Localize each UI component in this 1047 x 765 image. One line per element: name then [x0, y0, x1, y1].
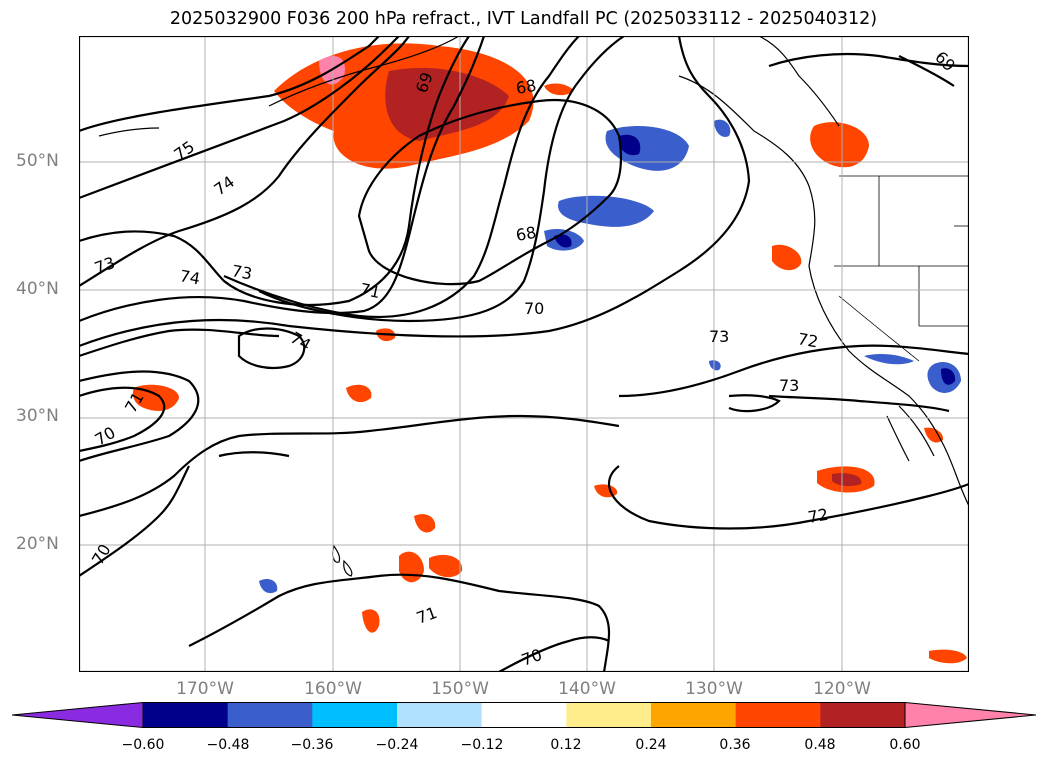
colorbar-tick: −0.60 [121, 737, 165, 753]
colorbar [12, 702, 1036, 728]
lat-label-50n: 50°N [16, 151, 59, 171]
shaded-anomaly-regions [132, 43, 967, 664]
lon-label-140w: 140°W [558, 679, 616, 699]
lon-label-150w: 150°W [431, 679, 489, 699]
colorbar-tick: 0.12 [550, 737, 582, 753]
colorbar-segment [312, 702, 398, 728]
colorbar-segment [481, 702, 567, 728]
colorbar-segment [397, 702, 483, 728]
contour-label: 73 [709, 327, 729, 346]
lon-label-130w: 130°W [685, 679, 743, 699]
lat-label-20n: 20°N [16, 534, 59, 554]
contour-label: 73 [779, 376, 799, 395]
map-title: 2025032900 F036 200 hPa refract., IVT La… [169, 9, 878, 29]
contour-label: 68 [514, 223, 537, 245]
contour-label: 71 [358, 279, 382, 302]
contour-label: 74 [178, 266, 201, 288]
lon-label-160w: 160°W [304, 679, 362, 699]
lat-label-40n: 40°N [16, 279, 59, 299]
colorbar-extend-high [905, 702, 1036, 728]
refractivity-contours [79, 36, 969, 672]
colorbar-tick: −0.48 [206, 737, 250, 753]
lon-label-170w: 170°W [176, 679, 234, 699]
colorbar-tick: −0.12 [460, 737, 504, 753]
lon-label-120w: 120°W [813, 679, 871, 699]
colorbar-extend-low [12, 702, 143, 728]
colorbar-tick: 0.24 [635, 737, 667, 753]
map-plot: 75 74 73 74 73 71 70 74 73 72 73 71 70 7… [79, 36, 969, 672]
graticule [79, 36, 969, 672]
colorbar-tick: 0.36 [719, 737, 751, 753]
colorbar-tick: 0.48 [804, 737, 836, 753]
state-borders [834, 175, 969, 362]
colorbar-tick: −0.24 [375, 737, 419, 753]
colorbar-tick: −0.36 [290, 737, 334, 753]
contour-label: 73 [230, 261, 253, 283]
colorbar-segment [820, 702, 906, 728]
colorbar-tick: 0.60 [889, 737, 921, 753]
map-border [79, 36, 969, 672]
contour-label: 72 [796, 329, 819, 351]
contour-label: 68 [514, 76, 537, 98]
contour-label: 70 [524, 299, 544, 318]
contour-label: 72 [806, 505, 829, 527]
lat-label-30n: 30°N [16, 406, 59, 426]
colorbar-segment [566, 702, 652, 728]
colorbar-segment [735, 702, 821, 728]
colorbar-segment [651, 702, 737, 728]
colorbar-segment [227, 702, 313, 728]
colorbar-segment [143, 702, 229, 728]
